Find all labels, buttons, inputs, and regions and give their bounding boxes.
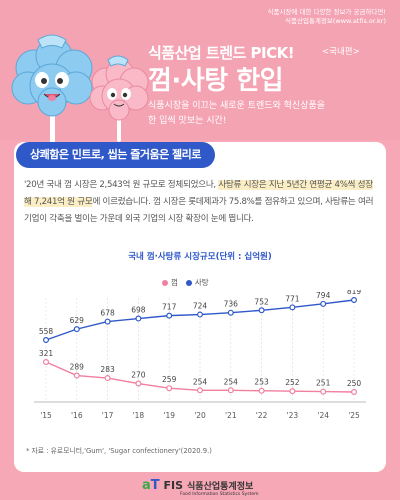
x-tick-label: '20 [194, 411, 206, 420]
chart-legend: 껌 사탕 [162, 277, 209, 288]
data-point [104, 375, 111, 382]
fis-logo-icon: aT FIS [142, 478, 184, 493]
data-label: 289 [70, 363, 85, 372]
line-chart: '15 '16 '17 '18 '19 '20 '21 '22 '23 '24 '25 321 289 2… [34, 290, 366, 420]
data-label: 270 [131, 371, 146, 380]
subtitle: 식품시장을 이끄는 새로운 트렌드와 혁신상품을 한 입씩 맛보는 시간! [148, 99, 325, 129]
para-part2: 에 이르렀습니다. 껌 시장은 롯데제과가 75.8%를 점유하고 있으며, 사… [24, 197, 374, 224]
data-point [227, 387, 234, 394]
data-point [135, 380, 142, 387]
top-note-line2[interactable]: 식품산업통계정보(www.atfis.or.kr) [285, 17, 386, 25]
data-label: 698 [131, 306, 146, 315]
data-label: 253 [254, 378, 269, 387]
pink-mascot-icon [89, 55, 149, 142]
blue-mascot-icon [11, 34, 93, 146]
data-label: 283 [100, 365, 115, 374]
x-tick-label: '22 [256, 411, 268, 420]
x-tick-label: '23 [287, 411, 299, 420]
legend-label-candy: 사탕 [194, 278, 209, 287]
data-point [351, 296, 358, 304]
data-label: 736 [224, 300, 239, 309]
data-point [166, 385, 173, 392]
data-point [73, 326, 80, 333]
data-point [197, 387, 204, 394]
legend-dot-gum [162, 279, 168, 286]
data-label: 724 [193, 302, 208, 311]
footer-name-en: Food Information Statistics System [180, 492, 259, 497]
footer-name: 식품산업통계정보 [187, 482, 254, 492]
data-label: 254 [224, 377, 239, 386]
data-point [197, 311, 204, 318]
data-label: 752 [254, 297, 269, 306]
x-tick-label: '19 [163, 411, 175, 420]
data-label: 717 [162, 303, 177, 312]
data-label: 250 [347, 379, 362, 388]
body-paragraph: '20년 국내 껌 시장은 2,543억 원 규모로 정체되었으나, 사탕류 시… [24, 177, 376, 228]
data-point [73, 372, 80, 379]
subtitle-line1: 식품시장을 이끄는 새로운 트렌드와 혁신상품을 [148, 101, 326, 111]
data-label: 252 [285, 378, 300, 387]
top-note: 식품시장에 대한 다양한 정보가 궁금하다면! 식품산업통계정보(www.atf… [267, 8, 386, 26]
title-big: 껌·사탕 한입 [148, 66, 284, 96]
data-label: 254 [193, 377, 208, 386]
data-point [43, 336, 50, 343]
legend-label-gum: 껌 [171, 278, 178, 287]
data-point [43, 358, 50, 365]
legend-item-candy: 사탕 [185, 277, 209, 288]
section-pill: 상쾌함은 민트로, 씹는 즐거움은 젤리로 [16, 142, 215, 168]
subtitle-line2: 한 입씩 맛보는 시간! [148, 116, 227, 126]
top-note-line1: 식품시장에 대한 다양한 정보가 궁금하다면! [267, 8, 386, 16]
x-tick-label: '15 [40, 411, 52, 420]
x-tick-label: '18 [133, 411, 145, 420]
data-point [289, 388, 296, 395]
title-main: 식품산업 트렌드 PICK! [148, 44, 295, 62]
data-point [320, 300, 327, 307]
data-point [227, 309, 234, 316]
source-note: * 자료 : 유로모니터,'Gum', 'Sugar confectionery… [26, 447, 212, 455]
footer [0, 472, 400, 500]
data-point [166, 312, 173, 319]
data-label: 629 [70, 316, 85, 325]
data-point [258, 387, 265, 394]
data-label: 771 [285, 294, 300, 303]
data-label: 819 [347, 290, 362, 296]
data-point [289, 304, 296, 311]
para-part1: '20년 국내 껌 시장은 2,543억 원 규모로 정체되었으나, [24, 180, 219, 190]
data-label: 794 [316, 291, 331, 300]
data-label: 321 [39, 349, 54, 358]
chart-title: 국내 껌·사탕류 시장규모(단위 : 십억원) [114, 250, 286, 262]
legend-item-gum: 껌 [162, 277, 178, 288]
x-tick-label: '21 [225, 411, 237, 420]
title-region: <국내편> [322, 47, 360, 57]
data-point [104, 318, 111, 325]
data-label: 558 [39, 327, 54, 336]
footer-logo: aT FIS 식품산업통계정보 [142, 478, 253, 493]
data-point [135, 315, 142, 322]
data-label: 259 [162, 375, 177, 384]
x-tick-label: '16 [71, 411, 83, 420]
data-point [351, 388, 358, 395]
data-point [320, 388, 327, 395]
x-tick-label: '25 [348, 411, 360, 420]
data-label: 678 [100, 309, 115, 318]
legend-dot-candy [185, 279, 192, 286]
data-label: 251 [316, 379, 331, 388]
x-tick-label: '24 [317, 411, 329, 420]
data-point [258, 307, 265, 314]
x-tick-label: '17 [102, 411, 114, 420]
